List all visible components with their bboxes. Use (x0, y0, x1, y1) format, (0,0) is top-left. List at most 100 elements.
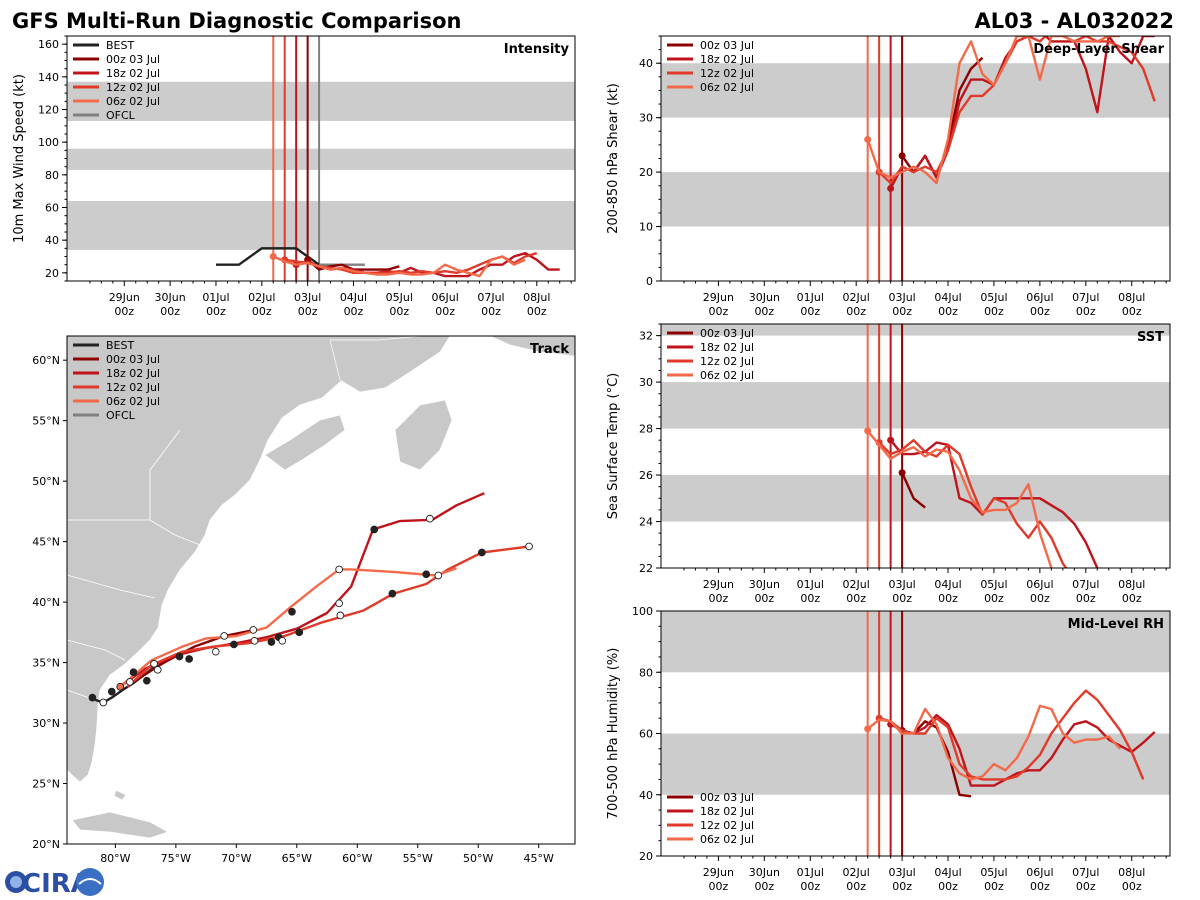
y-tick-label: 55°N (32, 415, 60, 428)
x-tick-hour: 00z (114, 305, 134, 318)
x-tick-day: 02Jul (843, 578, 870, 591)
x-tick-label: 70°W (221, 852, 251, 865)
x-tick-hour: 00z (709, 592, 729, 605)
series-line-18z-02-jul (889, 439, 1099, 568)
series-line-12z-02-jul (878, 439, 1068, 568)
x-tick-day: 06Jul (1026, 291, 1053, 304)
storm-id: AL03 - AL032022 (975, 9, 1175, 33)
series-line-06z-02-jul (866, 430, 1054, 568)
x-tick-day: 08Jul (523, 291, 550, 304)
legend-label: 18z 02 Jul (106, 367, 160, 380)
chart-intensity: 2040608010012014016029Jun00z30Jun00z01Ju… (12, 35, 576, 318)
axes-frame (66, 335, 576, 845)
shaded-band (661, 733, 1170, 795)
legend-label: OFCL (106, 409, 136, 422)
track-point-marker (230, 640, 238, 649)
x-tick-day: 06Jul (1026, 866, 1053, 879)
x-tick-day: 07Jul (1072, 578, 1099, 591)
chart-track: 20°N 25°N 30°N 35°N 40°N 45°N 50°N 55°N 60°N 80°W… (32, 335, 576, 865)
x-tick-day: 29Jun (703, 578, 734, 591)
north-america-land (67, 336, 421, 783)
legend-label: 06z 02 Jul (106, 395, 160, 408)
series-line-12z-02-jul (878, 689, 1145, 781)
y-tick-label: 140 (38, 71, 59, 84)
x-tick-hour: 00z (754, 305, 774, 318)
y-tick-label: 0 (646, 275, 653, 288)
track-point-marker (129, 668, 138, 677)
y-tick-label: 26 (639, 469, 653, 482)
x-tick-day: 05Jul (980, 578, 1007, 591)
x-tick-day: 30Jun (749, 578, 780, 591)
legend-label: 06z 02 Jul (700, 369, 754, 382)
y-tick-label: 30°N (32, 717, 60, 730)
track-point-marker (267, 638, 276, 646)
legend-label: 18z 02 Jul (700, 53, 754, 66)
cuba-land (71, 811, 169, 839)
series-line-06z-02-jul (866, 36, 1121, 185)
legend-label: BEST (106, 339, 134, 352)
track-point-marker (250, 636, 259, 645)
track-point-marker (426, 514, 434, 523)
x-tick-hour: 00z (754, 880, 774, 893)
x-tick-hour: 00z (1122, 305, 1142, 318)
shaded-band (661, 172, 1170, 227)
x-tick-label: 75°W (161, 852, 191, 865)
cira-logo-seal-wave (78, 878, 102, 885)
x-tick-hour: 00z (389, 305, 409, 318)
x-tick-hour: 00z (938, 592, 958, 605)
legend-label: 06z 02 Jul (700, 81, 754, 94)
y-tick-label: 100 (38, 136, 59, 149)
x-tick-hour: 00z (846, 305, 866, 318)
x-tick-hour: 00z (800, 305, 820, 318)
legend-label: 06z 02 Jul (106, 95, 160, 108)
labrador-land (329, 336, 451, 393)
x-tick-hour: 00z (481, 305, 501, 318)
track-point-marker (370, 525, 379, 534)
panel-title: Deep-Layer Shear (1033, 42, 1164, 57)
newfoundland-land (394, 399, 453, 471)
x-tick-hour: 00z (846, 592, 866, 605)
track-point-marker (249, 626, 258, 634)
y-tick-label: 40 (639, 57, 653, 70)
plot-area-shear (661, 36, 1170, 281)
x-tick-day: 04Jul (934, 578, 961, 591)
track-point-marker (295, 628, 304, 637)
x-tick-day: 29Jun (703, 291, 734, 304)
track-point-marker (211, 647, 220, 656)
x-tick-hour: 00z (1122, 880, 1142, 893)
y-tick-label: 50°N (32, 475, 60, 488)
series-line-06z-02-jul (272, 255, 526, 278)
x-tick-day: 01Jul (797, 578, 824, 591)
x-tick-label: 60°W (342, 852, 372, 865)
x-tick-hour: 00z (527, 305, 547, 318)
track-point-marker (278, 636, 287, 645)
figure-title: GFS Multi-Run Diagnostic Comparison (12, 9, 461, 33)
x-tick-hour: 00z (984, 305, 1004, 318)
x-tick-hour: 00z (846, 880, 866, 893)
legend-label: 00z 03 Jul (700, 327, 754, 340)
y-tick-label: 30 (639, 376, 653, 389)
series-line-12z-02-jul (126, 545, 530, 688)
x-tick-hour: 00z (754, 592, 774, 605)
track-point-marker (88, 693, 97, 702)
x-tick-label: 55°W (403, 852, 433, 865)
shaded-band (661, 63, 1170, 118)
y-axis-label: Sea Surface Temp (°C) (606, 373, 621, 520)
track-point-marker (220, 632, 229, 640)
x-tick-label: 65°W (282, 852, 312, 865)
series-start-marker (887, 436, 895, 444)
track-point-marker (142, 676, 151, 685)
legend-label: 12z 02 Jul (700, 355, 754, 368)
y-tick-label: 80 (45, 169, 59, 182)
x-tick-day: 06Jul (1026, 578, 1053, 591)
y-axis-label: 200-850 hPa Shear (kt) (606, 83, 621, 234)
track-point-marker (107, 687, 116, 696)
shaded-band (661, 382, 1170, 429)
track-point-marker (99, 698, 108, 707)
x-tick-hour: 00z (984, 592, 1004, 605)
legend-label: 12z 02 Jul (106, 381, 160, 394)
x-tick-day: 05Jul (386, 291, 413, 304)
x-tick-day: 30Jun (749, 291, 780, 304)
y-tick-label: 24 (639, 516, 653, 529)
legend-label: 00z 03 Jul (700, 39, 754, 52)
